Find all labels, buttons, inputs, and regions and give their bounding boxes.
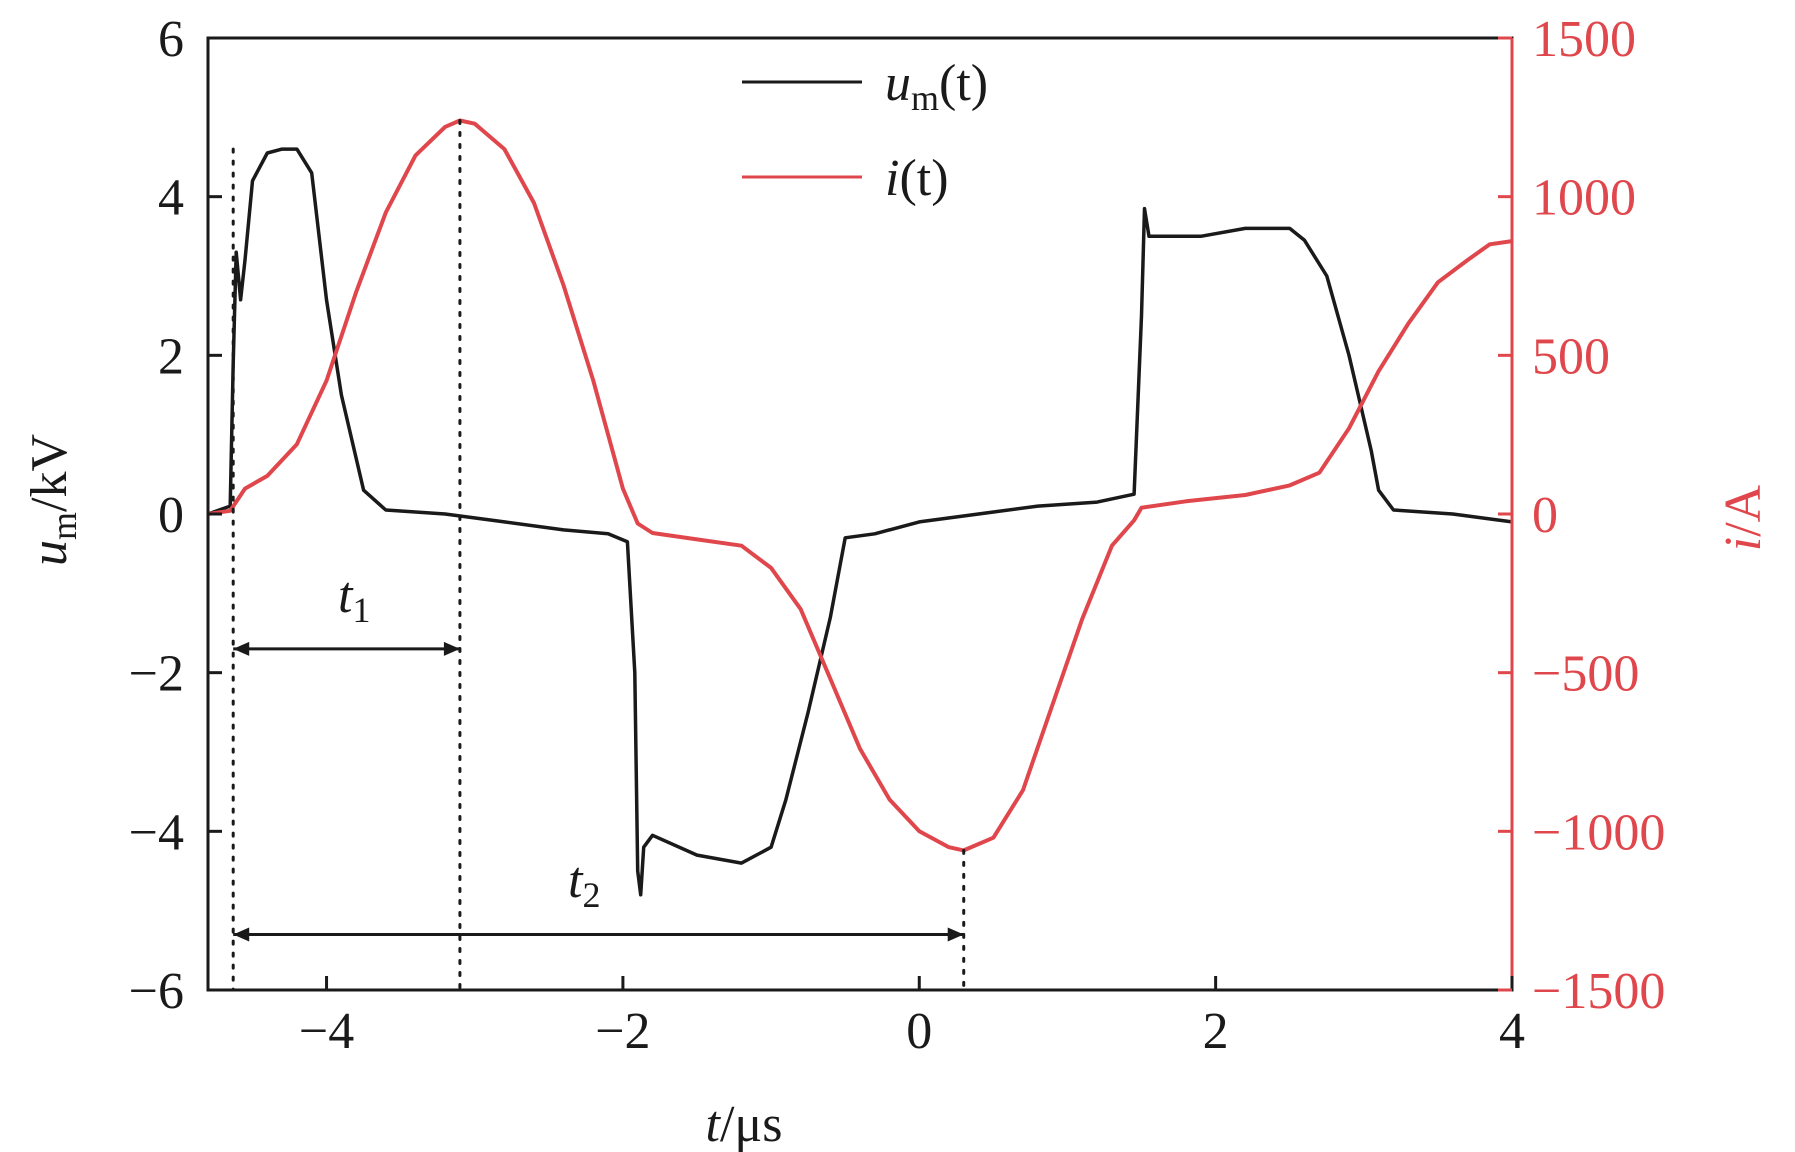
right-y-axis-ticks: −1500 −1000 −500 0 500 1000 1500 xyxy=(1498,11,1665,1020)
legend-label-um: um(t) xyxy=(885,55,988,118)
x-axis-ticks: −4 −2 0 2 4 xyxy=(299,976,1525,1060)
left-y-tick-label: −6 xyxy=(129,963,184,1020)
left-y-tick-label: 2 xyxy=(158,328,184,385)
x-tick-label: 0 xyxy=(906,1003,932,1060)
left-y-axis-label: um/kV xyxy=(21,434,84,566)
left-y-tick-label: 6 xyxy=(158,11,184,68)
right-y-tick-label: −1500 xyxy=(1532,963,1665,1020)
right-y-tick-label: 1500 xyxy=(1532,11,1636,68)
annotation-t2-main: t xyxy=(568,852,584,909)
x-axis-label: t/μs xyxy=(705,1096,782,1152)
left-y-axis-ticks: −6 −4 −2 0 2 4 6 xyxy=(129,11,222,1020)
x-tick-label: 4 xyxy=(1499,1003,1525,1060)
series-line-um xyxy=(207,147,1513,897)
left-y-tick-label: −4 xyxy=(129,804,184,861)
x-tick-label: −2 xyxy=(595,1003,650,1060)
left-y-tick-label: 4 xyxy=(158,170,184,227)
left-y-axis-label-main: u xyxy=(21,540,78,566)
right-y-tick-label: 500 xyxy=(1532,328,1610,385)
right-y-tick-label: 1000 xyxy=(1532,170,1636,227)
left-y-axis-label-rest: /kV xyxy=(21,434,78,512)
marker-lines xyxy=(231,119,966,992)
legend-um-sub: m xyxy=(911,78,939,118)
x-tick-label: −4 xyxy=(299,1003,354,1060)
right-y-axis-label-main: i xyxy=(1715,537,1772,551)
left-y-axis-label-sub: m xyxy=(44,512,84,540)
annotation-t2: t2 xyxy=(568,852,600,915)
legend-i-main: i xyxy=(885,150,899,207)
x-axis-label-unit: μs xyxy=(734,1096,782,1152)
right-y-axis-label-rest: /A xyxy=(1715,484,1772,536)
annotation-t1: t1 xyxy=(338,567,370,630)
legend: um(t) i(t) xyxy=(742,55,988,207)
legend-um-rest: (t) xyxy=(939,55,988,112)
time-interval-arrows xyxy=(233,641,964,942)
annotation-t2-sub: 2 xyxy=(582,875,600,915)
x-axis-label-main: t xyxy=(705,1096,721,1152)
legend-label-i: i(t) xyxy=(885,150,949,207)
right-y-axis-label: i/A xyxy=(1715,484,1772,551)
legend-um-main: u xyxy=(885,55,911,112)
series-line-i xyxy=(207,118,1513,853)
annotation-t1-sub: 1 xyxy=(352,590,370,630)
right-y-tick-label: −1000 xyxy=(1532,804,1665,861)
annotation-t1-main: t xyxy=(338,567,354,624)
right-y-tick-label: −500 xyxy=(1532,646,1639,703)
x-tick-label: 2 xyxy=(1203,1003,1229,1060)
legend-i-rest: (t) xyxy=(899,150,948,207)
plot-series xyxy=(207,118,1513,897)
x-axis-label-sep: / xyxy=(720,1096,735,1152)
left-y-tick-label: −2 xyxy=(129,646,184,703)
left-y-tick-label: 0 xyxy=(158,487,184,544)
right-y-tick-label: 0 xyxy=(1532,487,1558,544)
